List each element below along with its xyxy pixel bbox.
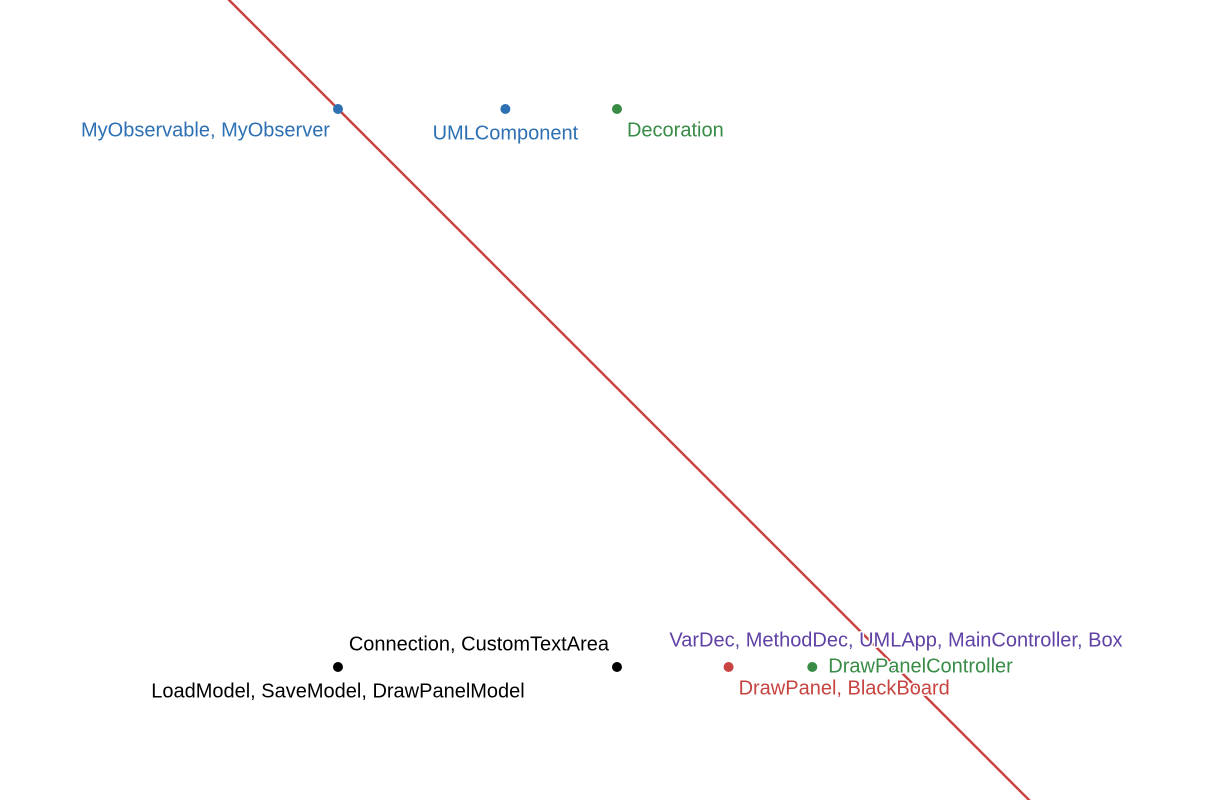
- point-label: LoadModel, SaveModel, DrawPanelModel: [151, 680, 525, 702]
- points: [332, 103, 901, 672]
- point: [332, 661, 343, 672]
- labels: MyObservable, MyObserver UMLComponent Deco…: [80, 118, 1125, 704]
- point: [890, 661, 901, 672]
- point-label: Decoration: [627, 119, 724, 141]
- curves: [227, 0, 1031, 800]
- point: [807, 661, 818, 672]
- point: [332, 103, 343, 114]
- point-label: Connection, CustomTextArea: [349, 633, 610, 655]
- point-label: MyObservable, MyObserver: [81, 119, 330, 141]
- point-label: DrawPanel, BlackBoard: [739, 677, 950, 699]
- point: [500, 103, 511, 114]
- point-label: DrawPanelController: [828, 655, 1013, 677]
- point: [611, 103, 622, 114]
- point-label: VarDec, MethodDec, UMLApp, MainControlle…: [669, 629, 1122, 651]
- line: [227, 0, 1031, 800]
- point: [723, 661, 734, 672]
- point: [611, 661, 622, 672]
- point-label: UMLComponent: [433, 122, 579, 144]
